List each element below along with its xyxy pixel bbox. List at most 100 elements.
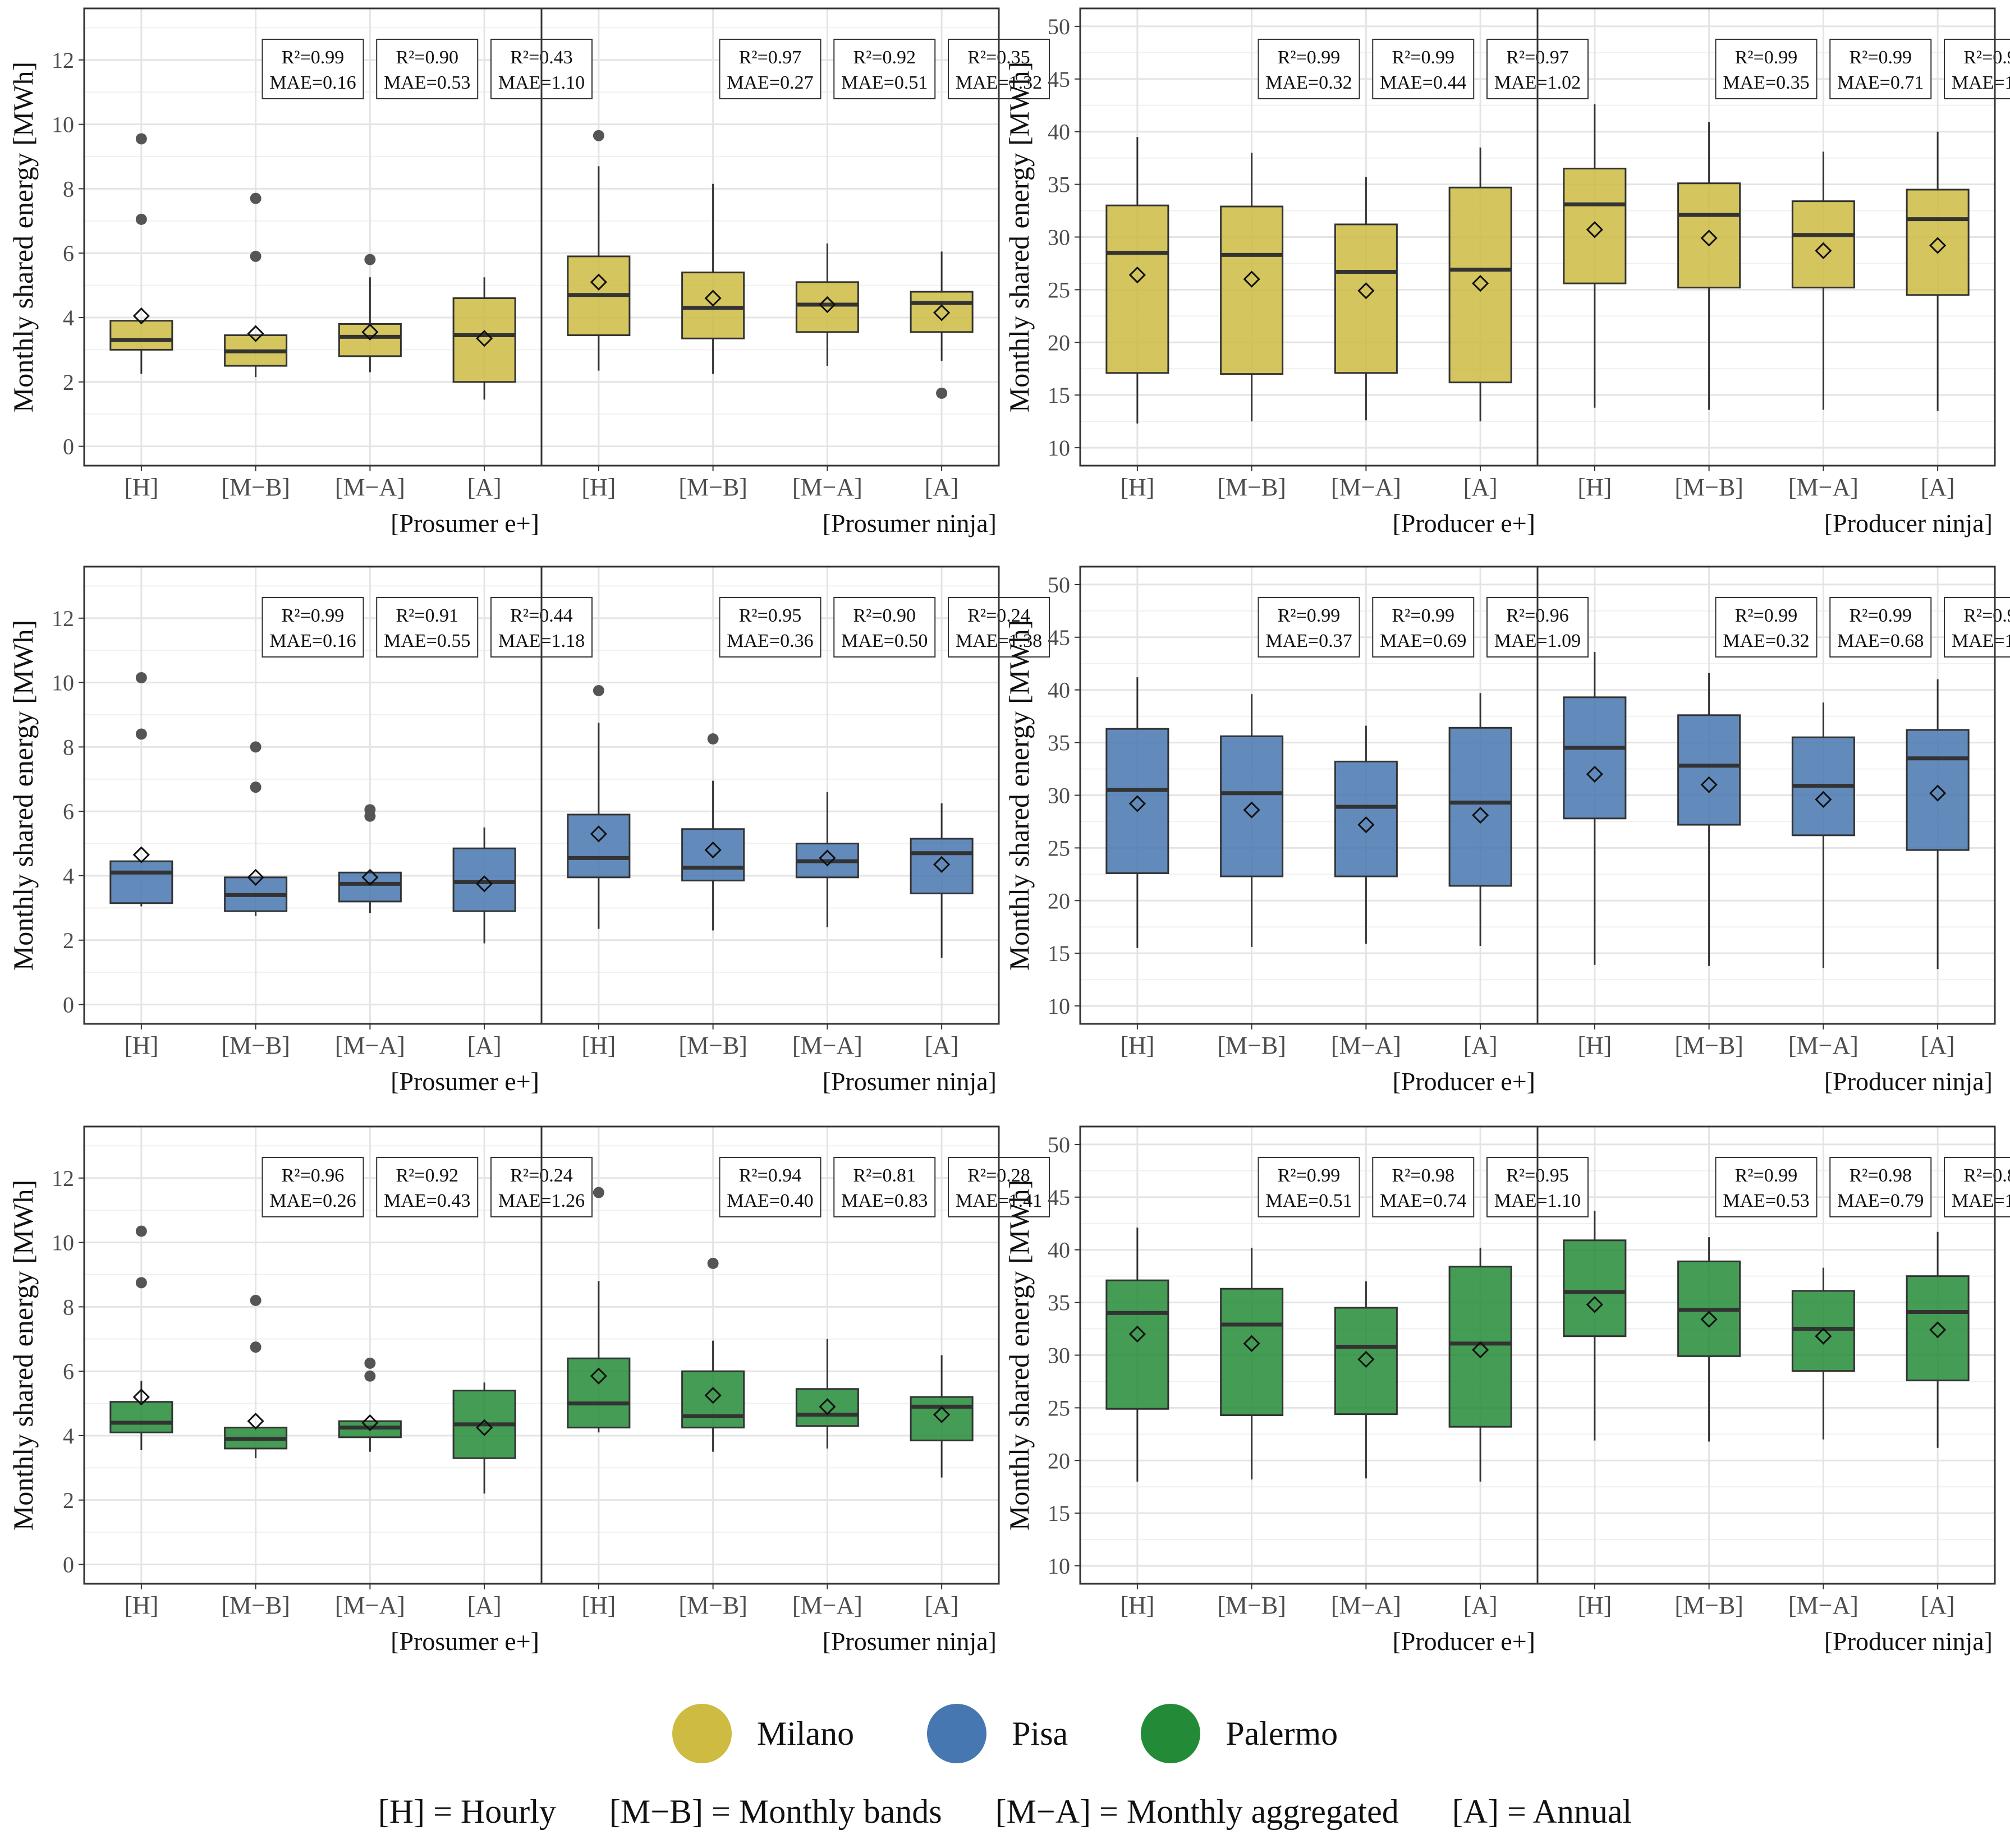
panel-5-facet-1-outlier-point bbox=[250, 1341, 261, 1353]
panel-6-facet-2-x-tick-label: [M−B] bbox=[1674, 1592, 1743, 1619]
panel-6-facet-1-x-tick-label: [A] bbox=[1463, 1592, 1498, 1619]
panel-2-facet-1-x-tick-label: [A] bbox=[1463, 474, 1498, 501]
panel-1-facet-1-outlier-point bbox=[250, 192, 261, 204]
legend-swatch-pisa bbox=[927, 1704, 987, 1763]
panel-5-facet-1-outlier-point bbox=[135, 1277, 147, 1289]
panel-1-y-tick-label: 8 bbox=[63, 176, 74, 201]
panel-5-y-tick-label: 4 bbox=[63, 1423, 74, 1449]
panel-5-facet-1-mae-label: MAE=0.26 bbox=[269, 1190, 356, 1211]
panel-3-facet-2-box bbox=[681, 828, 745, 882]
panel-5-facet-1-mae-label: MAE=0.43 bbox=[384, 1190, 470, 1211]
panel-6-facet-1-r2-label: R²=0.99 bbox=[1278, 1165, 1341, 1186]
panel-3-facet-1-box bbox=[109, 860, 173, 904]
panel-3-facet-1-outlier-point bbox=[364, 804, 376, 816]
panel-1-facet-2-x-tick-label: [H] bbox=[581, 474, 616, 501]
panel-4-y-tick-label: 40 bbox=[1048, 678, 1070, 703]
panel-5-y-tick-label: 0 bbox=[63, 1552, 74, 1578]
panel-6-facet-2-x-tick-label: [A] bbox=[1921, 1592, 1955, 1619]
panel-3-y-tick-label: 8 bbox=[63, 734, 74, 760]
panel-5-facet-1-box bbox=[109, 1401, 173, 1433]
panel-4-y-tick-label: 15 bbox=[1048, 941, 1070, 966]
panel-6-facet-1-mean-marker bbox=[1128, 1325, 1146, 1343]
panel-3-facet-1-mae-label: MAE=0.55 bbox=[384, 631, 470, 651]
legend-item-palermo: Palermo bbox=[1141, 1704, 1338, 1763]
panel-1-y-tick-label: 10 bbox=[52, 112, 74, 137]
panel-5-facet-2-mae-label: MAE=0.83 bbox=[841, 1190, 928, 1211]
legend-item-milano: Milano bbox=[672, 1704, 854, 1763]
panel-6-facet-2-mae-label: MAE=0.53 bbox=[1723, 1190, 1809, 1211]
panel-1-facet-1-mean-marker bbox=[361, 323, 379, 341]
panel-6-facet-2-mae-label: MAE=1.60 bbox=[1952, 1190, 2010, 1211]
panel-2-facet-2-stat-box bbox=[1715, 39, 1818, 99]
panel-5-facet-2-x-tick-label: [H] bbox=[581, 1592, 616, 1619]
panel-3-facet-1-r2-label: R²=0.91 bbox=[396, 605, 458, 626]
panel-4-facet-2-mean-marker bbox=[1700, 776, 1718, 793]
panel-2-facet-2-mae-label: MAE=0.71 bbox=[1837, 72, 1924, 93]
panel-6-y-tick-label: 20 bbox=[1048, 1448, 1070, 1473]
panel-2-facet-2-mae-label: MAE=0.35 bbox=[1723, 72, 1809, 93]
panel-5-facet-1-outlier-point bbox=[250, 1294, 261, 1306]
panel-5-facet-1-r2-label: R²=0.92 bbox=[396, 1165, 458, 1186]
panel-5-facet-1-r2-label: R²=0.96 bbox=[282, 1165, 345, 1186]
panel-4-y-tick-label: 35 bbox=[1048, 730, 1070, 756]
panel-3-facet-2-box bbox=[910, 838, 974, 895]
panel-4-y-tick-label: 20 bbox=[1048, 888, 1070, 913]
panel-1-facet-1-mean-marker bbox=[476, 330, 493, 347]
panel-2-facet-1-box bbox=[1105, 204, 1169, 374]
panel-3-facet-1-outlier-point bbox=[250, 782, 261, 793]
panel-5-facet-1-outlier-point bbox=[135, 1225, 147, 1237]
panel-6-facet-2-r2-label: R²=0.99 bbox=[1735, 1165, 1798, 1186]
panel-2-facet-2-x-tick-label: [A] bbox=[1921, 474, 1955, 501]
panel-4-facet-2-x-tick-label: [H] bbox=[1577, 1032, 1612, 1059]
panel-2-facet-1-mean-marker bbox=[1243, 270, 1260, 288]
panel-6-facet-1-stat-box bbox=[1258, 1157, 1360, 1217]
panel-1-facet-2-mean-marker bbox=[933, 304, 951, 321]
legend-item-pisa: Pisa bbox=[927, 1704, 1068, 1763]
panel-4-facet-2-mae-label: MAE=1.41 bbox=[1952, 631, 2010, 651]
panel-6-facet-1-box bbox=[1448, 1266, 1512, 1428]
panel-1-facet-1-outlier-point bbox=[135, 133, 147, 145]
panel-4-facet-1-mean-marker bbox=[1128, 795, 1146, 812]
panel-4-y-tick-label: 25 bbox=[1048, 835, 1070, 861]
panel-3-facet-2-mean-marker bbox=[933, 856, 951, 874]
panel-5-facet-2-x-tick-label: [A] bbox=[925, 1592, 959, 1619]
panel-2-border bbox=[1079, 7, 1996, 467]
abbrev-hourly: [H] = Hourly bbox=[378, 1793, 556, 1830]
panel-6-facet-2-box bbox=[1906, 1275, 1970, 1382]
panel-5-facet-2-x-tick-label: [M−B] bbox=[678, 1592, 747, 1619]
panel-6-facet-1-r2-label: R²=0.98 bbox=[1392, 1165, 1454, 1186]
panel-4-facet-1-mean-marker bbox=[1357, 816, 1375, 834]
panel-1-facet-2-outlier-point bbox=[593, 130, 604, 141]
panel-5-facet-1-x-tick-label: [M−B] bbox=[221, 1592, 290, 1619]
panel-2-y-tick-label: 40 bbox=[1048, 119, 1070, 145]
panel-4-border bbox=[1079, 566, 1996, 1025]
panel-1-facet-1-stat-box bbox=[376, 39, 479, 99]
panel-4-facet-2-stat-box bbox=[1715, 597, 1818, 658]
panel-6-facet-2-box bbox=[1563, 1239, 1627, 1337]
panel-1-facet-2-mean-marker bbox=[590, 273, 607, 291]
panel-3-facet-1-mean-marker bbox=[361, 868, 379, 886]
panel-6-y-tick-label: 15 bbox=[1048, 1501, 1070, 1526]
panel-6-facet-2-mae-label: MAE=0.79 bbox=[1837, 1190, 1924, 1211]
panel-5-facet-2-r2-label: R²=0.94 bbox=[739, 1165, 802, 1186]
panel-4-facet-1-mean-marker bbox=[1472, 807, 1489, 824]
legend-swatch-milano bbox=[672, 1704, 732, 1763]
panel-3-facet-1-x-tick-label: [M−B] bbox=[221, 1032, 290, 1059]
panel-6-y-tick-label: 30 bbox=[1048, 1343, 1070, 1368]
legend-label-milano: Milano bbox=[756, 1714, 855, 1752]
panel-4-facet-2-stat-box bbox=[1944, 597, 2010, 658]
panel-1-facet-1-mean-marker bbox=[247, 325, 264, 342]
panel-5-facet-2-x-tick-label: [M−A] bbox=[792, 1592, 862, 1619]
panel-3-facet-2-outlier-point bbox=[707, 733, 719, 745]
panel-6-facet-1-mean-marker bbox=[1357, 1350, 1375, 1368]
panel-3-facet-2-x-tick-label: [A] bbox=[925, 1032, 959, 1059]
panel-3-facet-1-box bbox=[452, 847, 516, 912]
panel-4-facet-1-x-tick-label: [M−B] bbox=[1217, 1032, 1286, 1059]
panel-5-y-tick-label: 8 bbox=[63, 1294, 74, 1320]
panel-2-facet-1-x-tick-label: [H] bbox=[1120, 474, 1154, 501]
panel-3-facet-1-mean-marker bbox=[247, 868, 264, 886]
panel-6-y-axis-label: Monthly shared energy [MWh] bbox=[1003, 1180, 1035, 1530]
panel-4-facet-2-r2-label: R²=0.99 bbox=[1735, 605, 1798, 626]
panel-2-facet-1-mean-marker bbox=[1128, 266, 1146, 284]
panel-1-facet-1-box bbox=[452, 297, 516, 383]
